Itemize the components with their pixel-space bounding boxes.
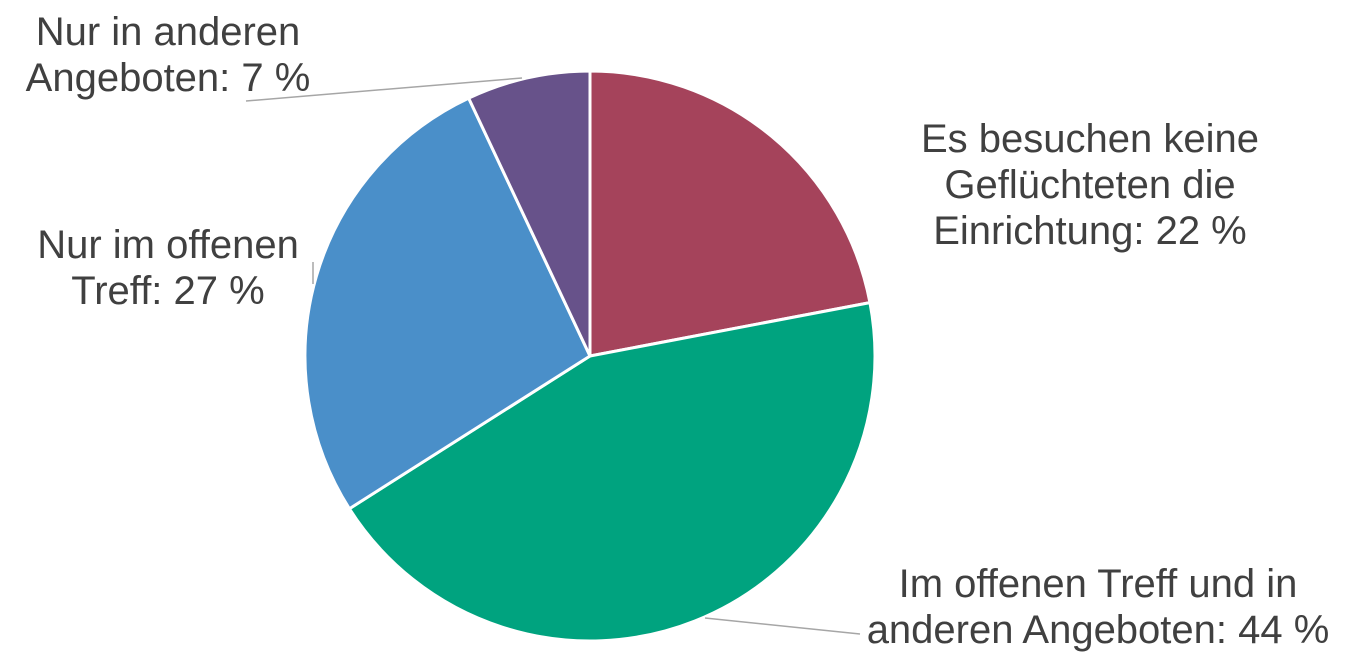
slice-label-line: Im offenen Treff und in: [899, 562, 1298, 606]
pie-slice-3: [303, 96, 592, 511]
pie-slice-1: [588, 69, 872, 358]
slice-label-4: Nur in anderen Angeboten: 7 %: [26, 10, 311, 100]
slice-label-1: Es besuchen keine Geflüchteten die Einrich…: [921, 117, 1259, 253]
slice-label-line: Geflüchteten die: [944, 163, 1235, 207]
pie-slice-4: [467, 69, 592, 358]
leader-line-2: [704, 617, 861, 635]
slice-label-3: Nur im offenen Treff: 27 %: [37, 223, 299, 313]
slice-label-line: Treff: 27 %: [71, 269, 264, 313]
pie-slices: [303, 69, 877, 643]
slice-label-line: Nur in anderen: [36, 10, 301, 54]
slice-label-line: Angeboten: 7 %: [26, 56, 311, 100]
slice-label-line: Nur im offenen: [37, 223, 299, 267]
pie-slice-2: [347, 301, 877, 643]
slice-labels: Es besuchen keine Geflüchteten die Einrich…: [26, 10, 1330, 652]
slice-label-2: Im offenen Treff und in anderen Angeboten…: [867, 562, 1330, 652]
slice-label-line: anderen Angeboten: 44 %: [867, 608, 1330, 652]
leader-lines: [245, 77, 861, 635]
leader-line-4: [245, 77, 523, 102]
slice-label-line: Einrichtung: 22 %: [933, 209, 1247, 253]
slice-label-line: Es besuchen keine: [921, 117, 1259, 161]
